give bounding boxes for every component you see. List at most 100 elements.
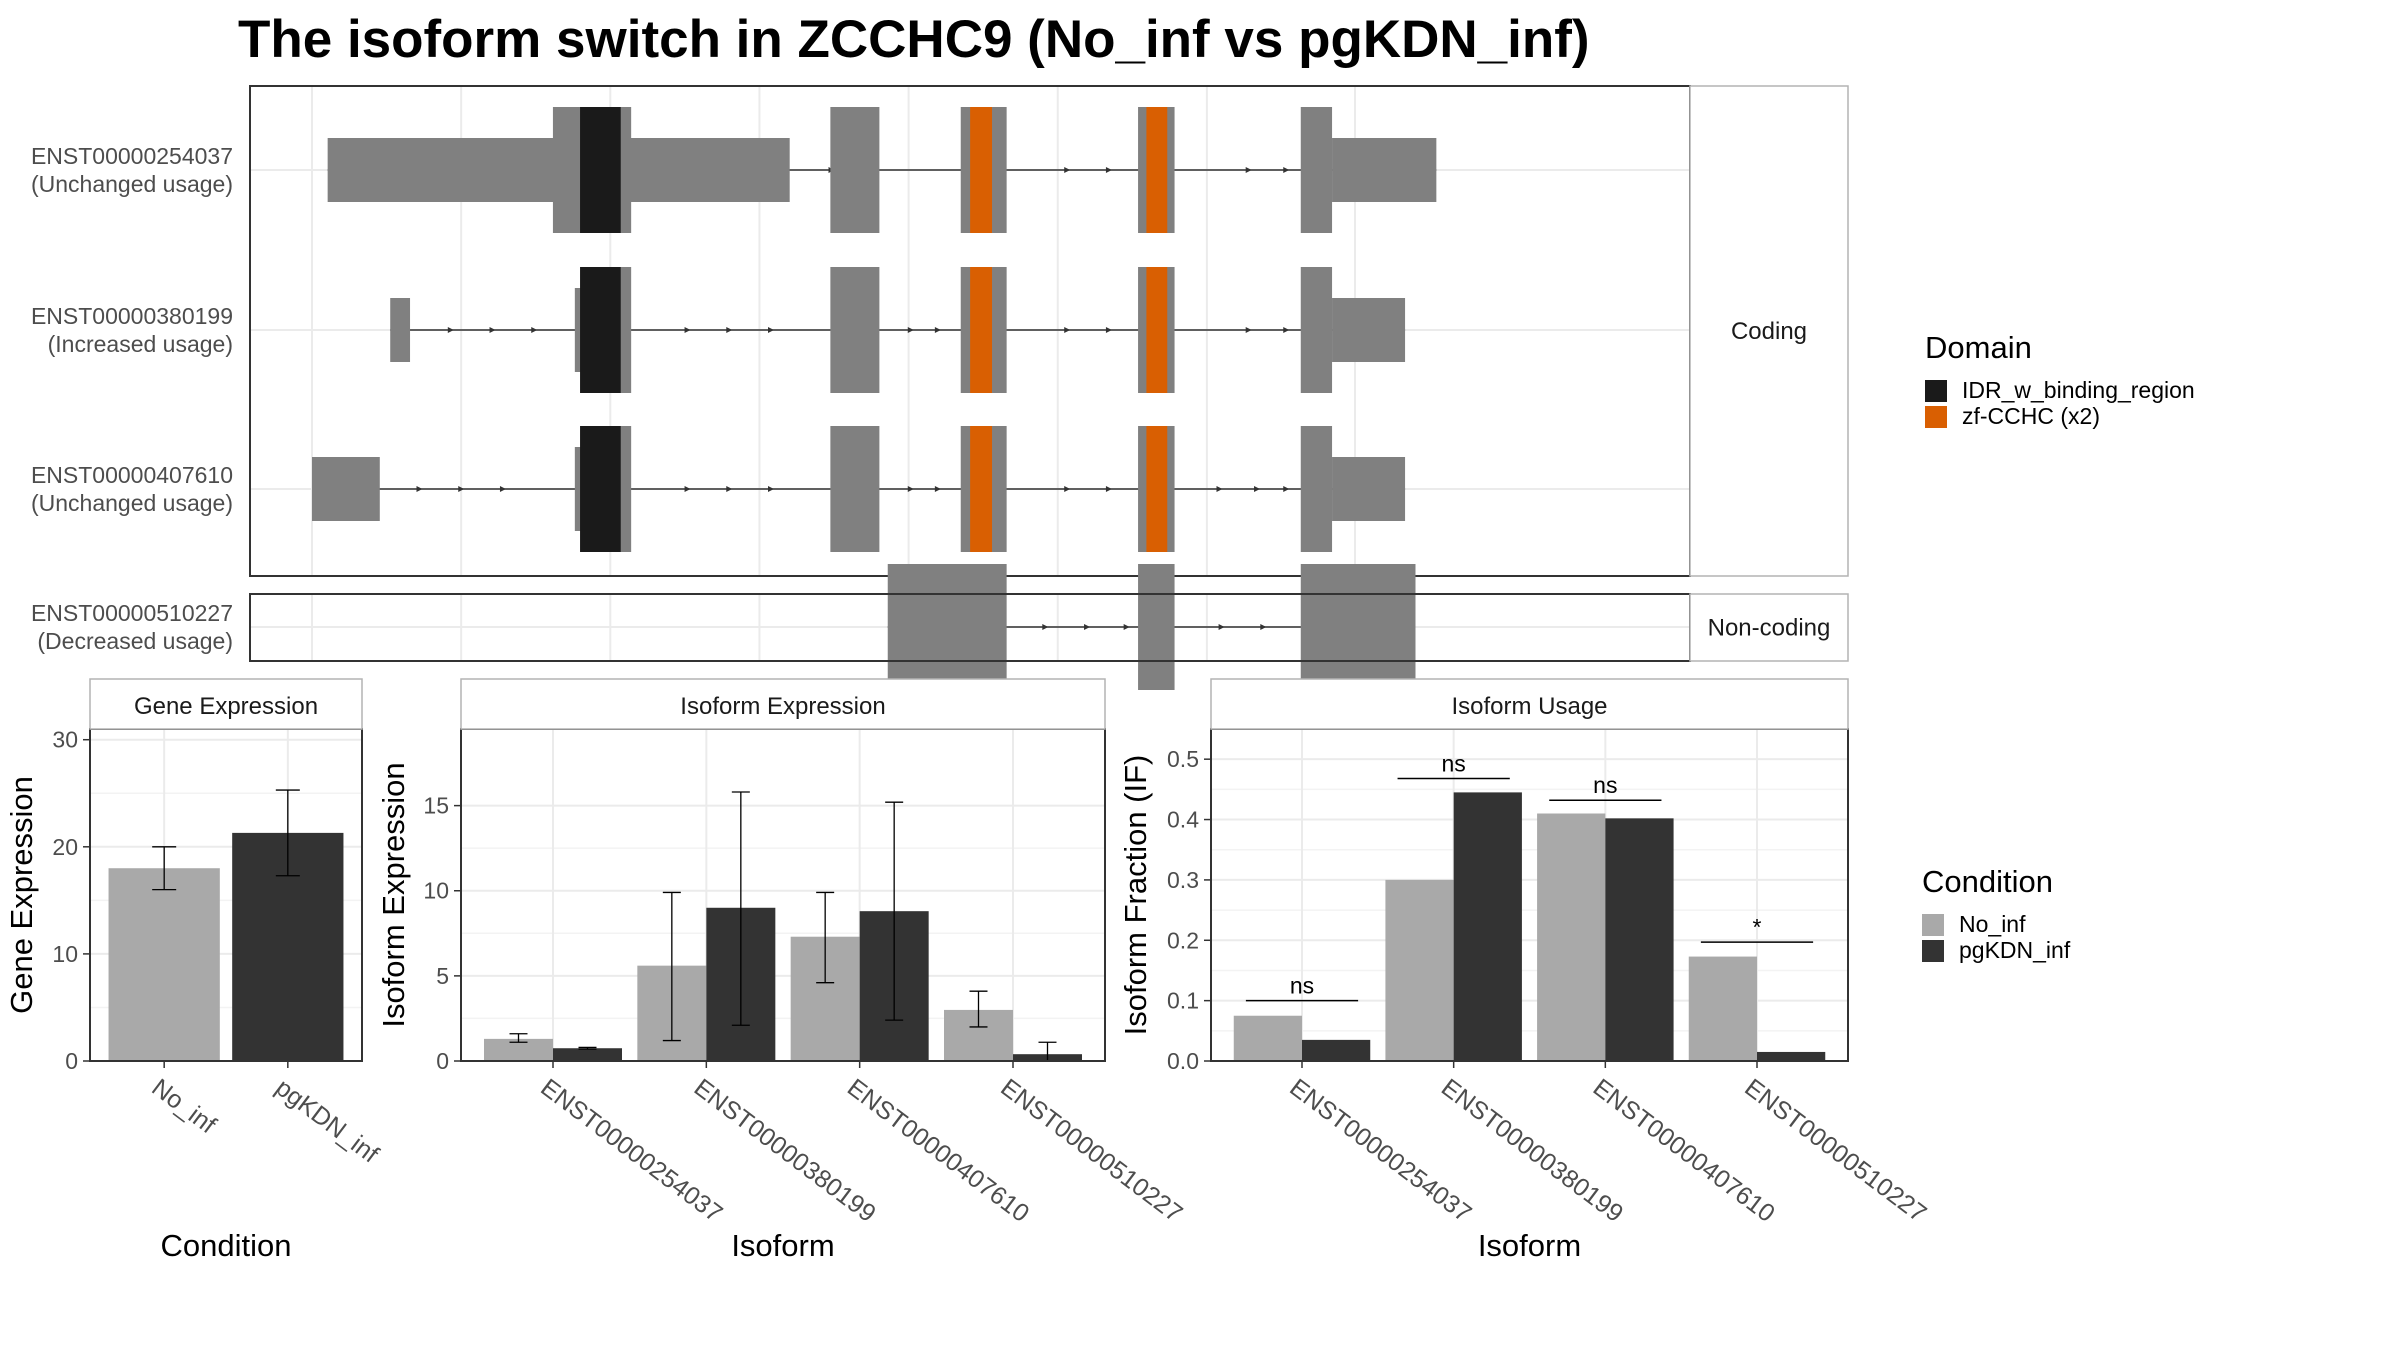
intron-direction-arrow <box>1216 486 1223 492</box>
figure-title: The isoform switch in ZCCHC9 (No_inf vs … <box>238 10 1590 69</box>
intron-direction-arrow <box>1283 167 1290 173</box>
intron-direction-arrow <box>1064 486 1071 492</box>
exon-block <box>830 107 880 233</box>
y-axis-title: Gene Expression <box>4 776 39 1014</box>
domain-block <box>970 107 993 233</box>
domain-legend-key <box>1925 380 1947 402</box>
intron-direction-arrow <box>1064 327 1071 333</box>
condition-legend-key <box>1922 914 1944 936</box>
y-tick-label: 0 <box>436 1048 449 1074</box>
intron-direction-arrow <box>907 486 914 492</box>
expression-bar-charts: Gene Expression 0 10 20 30 No_inf pgKDN_inf Con… <box>4 678 1932 1263</box>
exon-block <box>1332 298 1406 362</box>
y-tick-label: 5 <box>436 963 449 989</box>
exon-block <box>1300 564 1416 690</box>
isoform-usage-label: (Increased usage) <box>48 331 233 357</box>
intron-direction-arrow <box>1245 327 1252 333</box>
intron-direction-arrow <box>768 327 775 333</box>
facet-strip-label: Isoform Expression <box>680 693 885 720</box>
facet-strip <box>460 678 1106 730</box>
exon-block <box>830 267 880 393</box>
exon-block <box>830 426 880 552</box>
condition-legend-label: pgKDN_inf <box>1959 937 2071 963</box>
bar <box>1453 792 1522 1061</box>
intron-direction-arrow <box>1218 624 1225 630</box>
intron-direction-arrow <box>458 486 465 492</box>
y-tick-label: 10 <box>52 941 78 967</box>
y-tick-label: 0.4 <box>1167 807 1199 833</box>
intron-direction-arrow <box>489 327 496 333</box>
bar <box>1385 879 1454 1061</box>
y-tick-label: 10 <box>423 878 449 904</box>
intron-direction-arrow <box>768 486 775 492</box>
isoform-id-label: ENST00000510227 <box>31 600 233 626</box>
bar <box>1688 956 1757 1061</box>
y-axis-title: Isoform Expression <box>376 762 411 1027</box>
intron-direction-arrow <box>684 327 691 333</box>
facet-strip-label: Isoform Usage <box>1451 693 1607 720</box>
y-tick-label: 0.2 <box>1167 927 1199 953</box>
significance-label: ns <box>1442 750 1466 776</box>
y-tick-label: 30 <box>52 727 78 753</box>
facet-strip <box>1689 593 1849 662</box>
bar <box>553 1048 622 1061</box>
domain-block <box>970 426 993 552</box>
intron-direction-arrow <box>1283 486 1290 492</box>
intron-direction-arrow <box>1254 486 1261 492</box>
bar <box>1605 818 1674 1061</box>
domain-legend-key <box>1925 406 1947 428</box>
intron-direction-arrow <box>684 486 691 492</box>
intron-direction-arrow <box>1123 624 1130 630</box>
y-tick-label: 0.3 <box>1167 867 1199 893</box>
intron-direction-arrow <box>1105 486 1112 492</box>
bar <box>484 1038 553 1061</box>
intron-direction-arrow <box>499 486 506 492</box>
isoform-usage-label: (Unchanged usage) <box>31 171 233 197</box>
significance-label: ns <box>1290 973 1314 999</box>
intron-direction-arrow <box>1042 624 1049 630</box>
y-axis-title: Isoform Fraction (IF) <box>1118 755 1153 1036</box>
intron-direction-arrow <box>1260 624 1267 630</box>
bar <box>1537 813 1606 1061</box>
exon-block <box>1138 564 1175 690</box>
domain-block <box>580 267 621 393</box>
intron-direction-arrow <box>934 327 941 333</box>
x-axis-title: Isoform <box>1478 1228 1581 1263</box>
exon-block <box>312 457 380 521</box>
intron-direction-arrow <box>907 327 914 333</box>
domain-block <box>580 426 621 552</box>
facet-strip-label: Coding <box>1731 318 1807 345</box>
domain-legend-title: Domain <box>1925 330 2032 365</box>
facet-strip-label: Non-coding <box>1708 615 1831 642</box>
exon-block <box>1332 138 1437 202</box>
intron-direction-arrow <box>416 486 423 492</box>
condition-legend-title: Condition <box>1922 864 2053 899</box>
x-axis-title: Isoform <box>731 1228 834 1263</box>
facet-strip <box>89 678 363 730</box>
intron-direction-arrow <box>726 486 733 492</box>
bar <box>1302 1039 1371 1061</box>
intron-direction-arrow <box>531 327 538 333</box>
y-tick-label: 20 <box>52 834 78 860</box>
bar-panel-bg <box>461 729 1105 1061</box>
x-tick-label: No_inf <box>147 1073 222 1139</box>
significance-label: * <box>1753 914 1762 940</box>
bar <box>1233 1015 1302 1061</box>
intron-direction-arrow <box>1105 167 1112 173</box>
intron-direction-arrow <box>1064 167 1071 173</box>
bar <box>108 868 220 1061</box>
condition-legend-label: No_inf <box>1959 911 2026 937</box>
x-tick-label: pgKDN_inf <box>270 1073 383 1168</box>
domain-block <box>1146 267 1168 393</box>
exon-block <box>1300 267 1333 393</box>
y-tick-label: 0.5 <box>1167 746 1199 772</box>
domain-block <box>580 107 621 233</box>
facet-strip <box>1689 85 1849 577</box>
facet-strip-label: Gene Expression <box>134 693 318 720</box>
bar <box>1757 1051 1826 1061</box>
domain-block <box>1146 426 1168 552</box>
exon-block <box>1300 426 1333 552</box>
y-tick-label: 0.0 <box>1167 1048 1199 1074</box>
